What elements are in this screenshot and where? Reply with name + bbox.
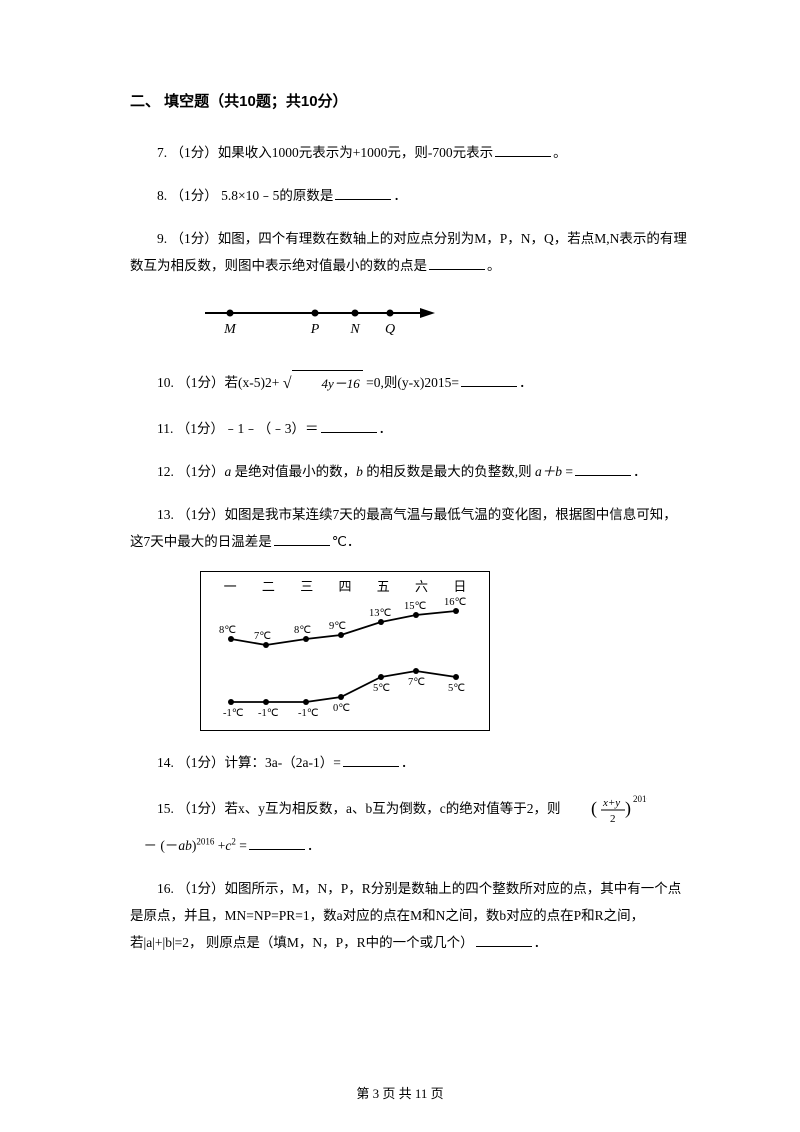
q7-text: 7. （1分）如果收入1000元表示为+1000元，则-700元表示 bbox=[157, 145, 493, 160]
svg-text:x+y: x+y bbox=[602, 797, 620, 809]
temp-day-label: 日 bbox=[453, 576, 466, 595]
q15-fraction: ( x+y 2 ) 2016 bbox=[564, 792, 647, 828]
svg-text:-1℃: -1℃ bbox=[298, 708, 319, 719]
svg-text:15℃: 15℃ bbox=[404, 601, 427, 612]
q12-b: 是绝对值最小的数， bbox=[231, 464, 356, 479]
q11-end: ． bbox=[379, 421, 393, 436]
svg-text:0℃: 0℃ bbox=[333, 703, 350, 714]
temp-day-label: 六 bbox=[415, 576, 428, 595]
q16-text: 16. （1分）如图所示，M，N，P，R分别是数轴上的四个整数所对应的点，其中有… bbox=[130, 881, 681, 950]
q14-end: ． bbox=[401, 755, 415, 770]
svg-text:13℃: 13℃ bbox=[369, 608, 392, 619]
temp-day-label: 四 bbox=[338, 576, 351, 595]
q15-end: ． bbox=[307, 838, 321, 853]
svg-text:9℃: 9℃ bbox=[329, 621, 346, 632]
q14-text: 14. （1分）计算：3a-（2a-1）= bbox=[157, 755, 341, 770]
svg-text:5℃: 5℃ bbox=[448, 683, 465, 694]
q8-end: ． bbox=[393, 188, 407, 203]
q15-blank[interactable] bbox=[249, 836, 305, 851]
q7-blank[interactable] bbox=[495, 143, 551, 158]
q9-text: 9. （1分）如图，四个有理数在数轴上的对应点分别为M，P，N，Q，若点M,N表… bbox=[130, 231, 687, 273]
q12-end: ． bbox=[633, 464, 647, 479]
page: 二、 填空题（共10题；共10分） 7. （1分）如果收入1000元表示为+10… bbox=[0, 0, 800, 1132]
question-12: 12. （1分）a 是绝对值最小的数，b 的相反数是最大的负整数,则 a＋b =… bbox=[130, 458, 690, 485]
sqrt-symbol: √ bbox=[283, 375, 292, 392]
q12-d: = bbox=[562, 464, 573, 479]
q12-blank[interactable] bbox=[575, 462, 631, 477]
temp-chart-svg: 8℃ 7℃ 8℃ 9℃ 13℃ 15℃ 16℃ -1℃ -1℃ -1℃ 0℃ 5℃ 7℃ 5℃ bbox=[201, 597, 489, 727]
q15-ab: ab bbox=[178, 838, 192, 853]
q12-ab-it: a＋b bbox=[535, 464, 562, 479]
svg-text:N: N bbox=[349, 322, 360, 337]
section-title: 二、 填空题（共10题；共10分） bbox=[130, 90, 690, 111]
q15-line2-a: － bbox=[144, 838, 158, 853]
question-10: 10. （1分）若(x-5)2+ √4y－16 =0,则(y-x)2015= ． bbox=[130, 367, 690, 399]
q10-a: 10. （1分）若(x-5)2+ bbox=[157, 375, 283, 390]
q9-blank[interactable] bbox=[429, 256, 485, 271]
page-footer: 第 3 页 共 11 页 bbox=[0, 1083, 800, 1102]
q7-end: 。 bbox=[553, 145, 567, 160]
q15-exp2: 2016 bbox=[196, 837, 214, 847]
svg-text:Q: Q bbox=[385, 322, 395, 337]
svg-text:2: 2 bbox=[610, 813, 616, 825]
q10-blank[interactable] bbox=[461, 373, 517, 388]
temp-day-label: 二 bbox=[262, 576, 275, 595]
svg-text:16℃: 16℃ bbox=[444, 597, 467, 608]
temp-day-label: 一 bbox=[224, 576, 237, 595]
question-9: 9. （1分）如图，四个有理数在数轴上的对应点分别为M，P，N，Q，若点M,N表… bbox=[130, 225, 690, 279]
number-line-svg: MPNQ bbox=[200, 295, 440, 345]
svg-text:8℃: 8℃ bbox=[219, 625, 236, 636]
question-13: 13. （1分）如图是我市某连续7天的最高气温与最低气温的变化图，根据图中信息可… bbox=[130, 501, 690, 555]
q9-end: 。 bbox=[487, 258, 501, 273]
temperature-chart: 一 二 三 四 五 六 日 8℃ 7℃ 8℃ 9℃ 13℃ 15℃ 16℃ -1℃ -1℃ -1℃ 0℃ 5℃ 7℃… bbox=[200, 571, 490, 731]
q13-text: 13. （1分）如图是我市某连续7天的最高气温与最低气温的变化图，根据图中信息可… bbox=[130, 507, 677, 549]
q15-line2-b: = bbox=[239, 838, 247, 853]
question-7: 7. （1分）如果收入1000元表示为+1000元，则-700元表示 。 bbox=[130, 139, 690, 166]
q11-text: 11. （1分）﹣1﹣（﹣3）＝ bbox=[157, 421, 319, 436]
q16-end: ． bbox=[534, 935, 548, 950]
svg-text:(: ( bbox=[591, 798, 597, 819]
q11-blank[interactable] bbox=[321, 419, 377, 434]
svg-text:5℃: 5℃ bbox=[373, 683, 390, 694]
question-16: 16. （1分）如图所示，M，N，P，R分别是数轴上的四个整数所对应的点，其中有… bbox=[130, 875, 690, 956]
question-15-line2: － (－ab)2016 +c2 = ． bbox=[130, 832, 690, 859]
temp-day-label: 三 bbox=[300, 576, 313, 595]
svg-text:-1℃: -1℃ bbox=[258, 708, 279, 719]
svg-text:P: P bbox=[310, 322, 320, 337]
question-15: 15. （1分）若x、y互为相反数，a、b互为倒数，c的绝对值等于2，则 ( x… bbox=[130, 792, 690, 828]
q16-blank[interactable] bbox=[476, 933, 532, 948]
svg-text:): ) bbox=[625, 798, 631, 819]
svg-text:M: M bbox=[223, 322, 237, 337]
question-11: 11. （1分）﹣1﹣（﹣3）＝ ． bbox=[130, 415, 690, 442]
question-14: 14. （1分）计算：3a-（2a-1）= ． bbox=[130, 749, 690, 776]
q15-c-exp: 2 bbox=[231, 837, 236, 847]
q8-blank[interactable] bbox=[335, 186, 391, 201]
q15-a: 15. （1分）若x、y互为相反数，a、b互为倒数，c的绝对值等于2，则 bbox=[157, 801, 564, 816]
question-8: 8. （1分） 5.8×10﹣5的原数是 ． bbox=[130, 182, 690, 209]
q13-blank[interactable] bbox=[274, 532, 330, 547]
temp-day-label: 五 bbox=[377, 576, 390, 595]
svg-text:-1℃: -1℃ bbox=[223, 708, 244, 719]
svg-text:7℃: 7℃ bbox=[408, 677, 425, 688]
q12-c: 的相反数是最大的负整数,则 bbox=[363, 464, 535, 479]
q14-blank[interactable] bbox=[343, 753, 399, 768]
svg-text:7℃: 7℃ bbox=[254, 631, 271, 642]
q10-sqrt: 4y－16 bbox=[292, 370, 363, 397]
q10-b: =0,则(y-x)2015= bbox=[363, 375, 459, 390]
q12-a: 12. （1分） bbox=[157, 464, 225, 479]
q13-end: ℃． bbox=[332, 534, 361, 549]
temp-days-row: 一二三四五六日 bbox=[201, 576, 489, 595]
svg-text:2016: 2016 bbox=[633, 794, 647, 804]
q12-b-it: b bbox=[356, 464, 363, 479]
number-line-figure: MPNQ bbox=[200, 295, 440, 345]
q10-end: ． bbox=[519, 375, 533, 390]
q15-paren-ab: (－ab)2016 +c2 bbox=[160, 838, 239, 853]
svg-text:8℃: 8℃ bbox=[294, 625, 311, 636]
q8-text: 8. （1分） 5.8×10﹣5的原数是 bbox=[157, 188, 333, 203]
